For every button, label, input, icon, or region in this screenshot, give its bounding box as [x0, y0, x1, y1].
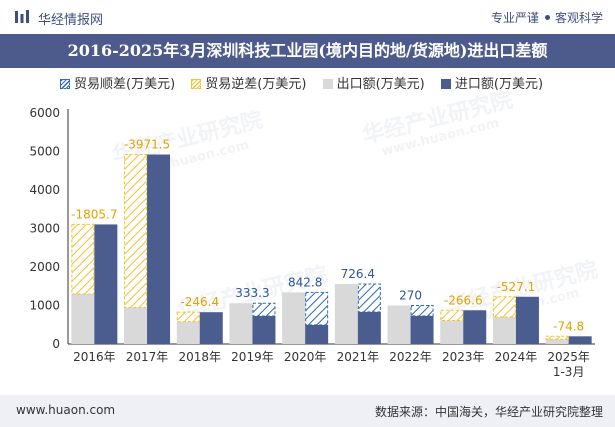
brand-name: 华经情报网 — [38, 13, 104, 28]
export-bar — [334, 283, 358, 344]
chart-legend: 贸易顺差(万美元) 贸易逆差(万美元) 出口额(万美元) 进口额(万美元) — [60, 73, 555, 93]
export-bar — [282, 292, 306, 344]
import-bar — [463, 310, 487, 344]
x-tick-label: 2018年 — [178, 350, 221, 364]
y-tick-label: 5000 — [29, 145, 60, 159]
import-bar — [252, 316, 276, 344]
balance-data-label: -246.4 — [180, 295, 219, 309]
balance-data-label: -1805.7 — [71, 207, 117, 221]
balance-data-label: 842.8 — [288, 275, 322, 289]
balance-data-label: -266.6 — [444, 293, 483, 307]
legend-swatch-surplus — [60, 79, 70, 89]
export-bar — [492, 317, 516, 344]
balance-data-label: -74.8 — [553, 319, 584, 333]
balance-data-label: 726.4 — [341, 267, 375, 281]
surplus-bar — [357, 283, 381, 313]
legend-swatch-deficit — [191, 79, 202, 89]
title-bar: 2016-2025年3月深圳科技工业园(境内目的地/货源地)进出口差额 — [0, 34, 615, 68]
x-tick-label: 2023年 — [442, 350, 485, 364]
y-tick-label: 3000 — [29, 222, 60, 236]
deficit-bar — [440, 309, 464, 322]
footer-source: 数据来源：中国海关，华经产业研究院整理 — [374, 405, 603, 419]
balance-data-label: -527.1 — [497, 280, 536, 294]
slogan-objective: 客观科学 — [554, 11, 603, 25]
legend-label-export: 出口额(万美元) — [336, 77, 425, 92]
y-tick-label: 2000 — [29, 260, 60, 274]
x-tick-label: 2025年 — [547, 350, 590, 364]
deficit-bar — [492, 296, 516, 318]
import-bar — [568, 336, 592, 344]
y-tick-label: 4000 — [29, 183, 60, 197]
x-tick-label: 2019年 — [231, 350, 274, 364]
x-tick-label: 2022年 — [389, 350, 432, 364]
legend-item-deficit: 贸易逆差(万美元) — [191, 73, 306, 92]
import-bar — [410, 315, 434, 344]
y-tick-label: 0 — [52, 337, 60, 351]
legend-item-export: 出口额(万美元) — [322, 73, 425, 92]
slogan: 专业严谨 客观科学 — [491, 9, 603, 26]
import-bar — [147, 154, 171, 344]
huajing-logo-icon — [15, 10, 29, 23]
import-bar — [515, 296, 539, 344]
chart-plot-area: 0 1000 2000 3000 4000 5000 6000 -1805.7 2016年 -39… — [29, 106, 595, 379]
export-bar — [440, 320, 464, 344]
legend-swatch-export — [322, 79, 333, 89]
export-bar — [176, 321, 200, 344]
export-bar — [124, 307, 148, 344]
x-tick-label: 2024年 — [495, 350, 538, 364]
legend-item-surplus: 贸易顺差(万美元) — [60, 73, 175, 92]
x-tick-label: 1-3月 — [553, 365, 585, 379]
footer-bar: www.huaon.com 数据来源：中国海关，华经产业研究院整理 — [0, 395, 615, 427]
y-tick-label: 6000 — [29, 106, 60, 120]
bullet-dot-icon — [544, 15, 550, 20]
x-tick-label: 2021年 — [337, 350, 380, 364]
legend-label-import: 进口额(万美元) — [454, 77, 544, 92]
top-bar: 华经情报网 专业严谨 客观科学 — [0, 0, 615, 34]
import-bar — [94, 224, 118, 344]
balance-data-label: 333.3 — [235, 286, 269, 300]
footer-website: www.huaon.com — [16, 403, 116, 417]
surplus-bar — [305, 291, 329, 326]
deficit-bar — [545, 335, 569, 340]
import-bar — [199, 312, 223, 344]
balance-data-label: 270 — [399, 289, 422, 303]
legend-label-deficit: 贸易逆差(万美元) — [205, 77, 307, 92]
surplus-bar — [410, 305, 434, 317]
slogan-professional: 专业严谨 — [490, 11, 539, 25]
import-bar — [357, 311, 381, 344]
x-tick-label: 2017年 — [126, 350, 169, 364]
export-bar — [71, 293, 95, 344]
deficit-bar — [71, 223, 95, 295]
deficit-bar — [124, 154, 148, 308]
export-bar — [545, 339, 569, 344]
x-tick-label: 2020年 — [284, 350, 327, 364]
export-bar — [387, 305, 411, 344]
export-bar — [229, 303, 253, 344]
legend-label-surplus: 贸易顺差(万美元) — [74, 77, 176, 92]
chart-title: 2016-2025年3月深圳科技工业园(境内目的地/货源地)进出口差额 — [67, 41, 548, 60]
x-tick-label: 2016年 — [73, 350, 116, 364]
legend-swatch-import — [440, 79, 451, 89]
surplus-bar — [252, 302, 276, 317]
deficit-bar — [176, 311, 200, 323]
y-tick-label: 1000 — [29, 299, 60, 313]
legend-item-import: 进口额(万美元) — [440, 73, 544, 92]
balance-data-label: -3971.5 — [124, 138, 170, 152]
import-bar — [305, 324, 329, 344]
